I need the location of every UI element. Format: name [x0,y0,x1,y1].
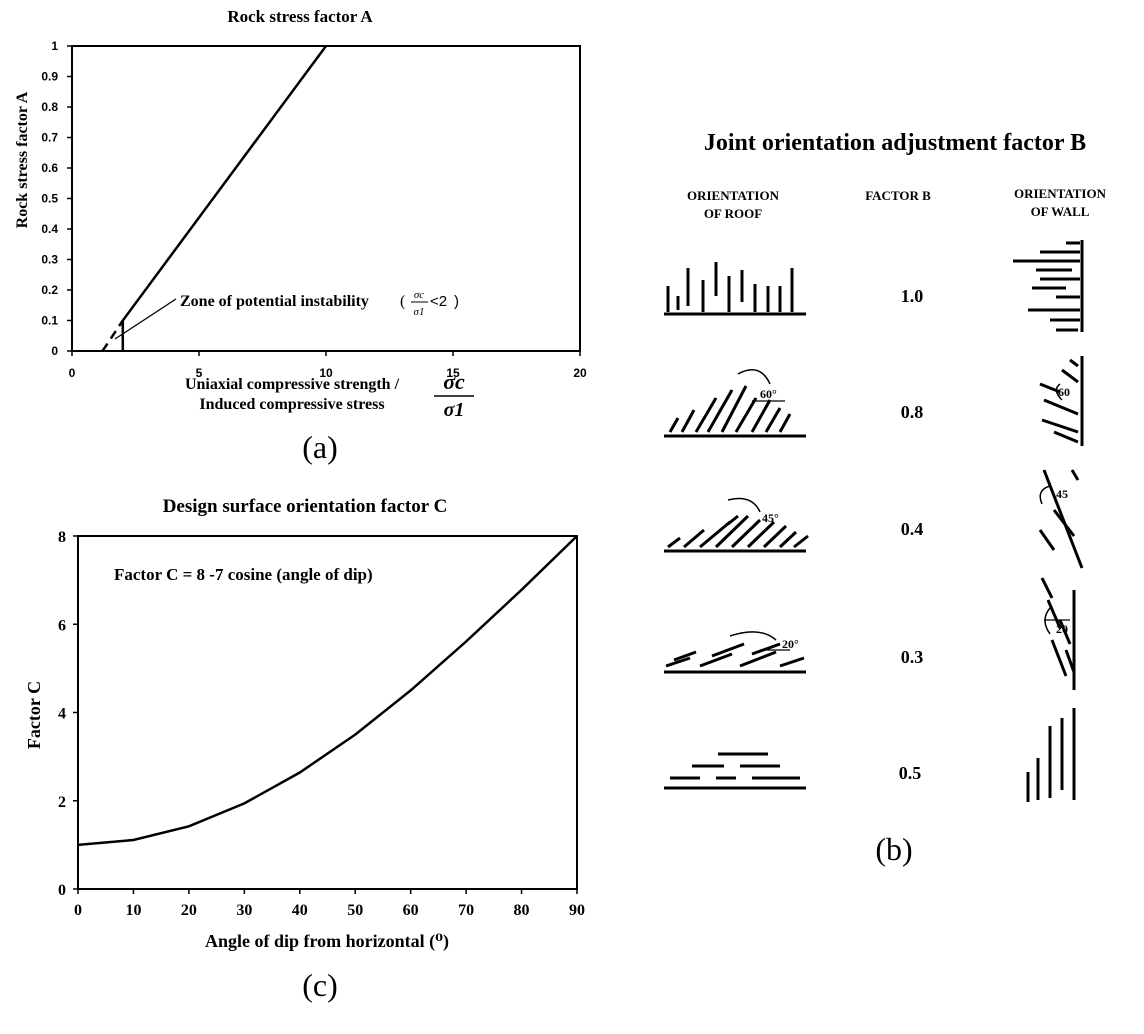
table-b-header-roof-line1: ORIENTATION [687,188,780,203]
chart-a-x-tick-label: 0 [69,366,76,380]
chart-c-x-tick-label: 40 [292,902,308,919]
chart-a-annotation-open-paren: ( [400,293,405,310]
chart-a-xlabel-symbol-den: σ1 [444,399,465,421]
chart-c-x-tick-label: 30 [236,902,252,919]
roof-sketch-flat-joints [664,752,806,790]
roof-angle-label: 45° [762,511,779,525]
chart-a-y-tick-label: 0.1 [41,314,58,328]
chart-c-x-tick-label: 80 [514,902,530,919]
chart-c-xlabel: Angle of dip from horizontal (⁰) [205,931,449,952]
roof-angle-arc-icon [737,369,771,385]
wall-angle-label: 60 [1058,385,1070,399]
table-b-title: Joint orientation adjustment factor B [704,130,1086,156]
chart-c-y-tick-label: 8 [58,529,66,546]
roof-sketch-vertical-joints [664,262,806,316]
table-b-factor-value: 0.4 [901,519,924,539]
chart-a-x-tick-label: 10 [319,366,333,380]
chart-a-annotation-text: Zone of potential instability [180,293,369,310]
table-b-factor-value: 0.5 [899,763,922,783]
wall-sketch-20-degree-joints [1040,577,1076,690]
chart-a-annotation-cond-rel: <2 [430,293,447,310]
table-b-factor-value: 0.8 [901,402,924,422]
wall-sketch-vertical-joints [1026,708,1076,802]
chart-a: Rock stress factor A 0 0.1 0.2 0.3 0.4 0.5 0.6… [14,7,587,465]
chart-a-title: Rock stress factor A [227,7,373,26]
chart-a-y-tick-label: 1 [51,39,58,53]
chart-c-y-tick-label: 0 [58,882,66,899]
wall-angle-arc-icon [1039,485,1051,505]
chart-a-y-tick-label: 0.7 [41,131,58,145]
panel-label-b: (b) [875,831,912,867]
wall-angle-arc-icon [1044,607,1051,635]
roof-sketch-20-degree-joints [664,642,806,674]
wall-angle-label: 20 [1056,622,1068,636]
chart-c-y-ticks: 0 2 4 6 8 [58,529,78,899]
table-b-header-factor: FACTOR B [865,188,931,203]
table-b: Joint orientation adjustment factor B OR… [664,130,1107,867]
roof-sketch-45-degree-joints [664,514,809,553]
chart-c-x-ticks: 0 10 20 30 40 50 60 70 80 90 [74,889,585,919]
wall-angle-label: 45 [1056,487,1068,501]
table-b-factor-value: 0.3 [901,647,924,667]
roof-sketch-60-degree-joints [664,385,806,438]
chart-a-x-tick-label: 5 [196,366,203,380]
roof-angle-arc-icon [727,497,761,513]
chart-a-y-tick-label: 0.4 [41,222,58,236]
chart-a-annotation-leader [114,298,177,340]
chart-c-x-tick-label: 20 [181,902,197,919]
panel-label-c: (c) [302,967,338,1003]
chart-c: Design surface orientation factor C 0 2 4 6… [24,496,585,1003]
chart-a-y-tick-label: 0 [51,344,58,358]
panel-label-a: (a) [302,429,338,465]
chart-a-y-tick-label: 0.9 [41,70,58,84]
table-b-header-roof-line2: OF ROOF [704,206,762,221]
table-b-header-wall-line1: ORIENTATION [1014,186,1107,201]
chart-c-x-tick-label: 0 [74,902,82,919]
chart-a-y-tick-label: 0.2 [41,283,58,297]
wall-sketch-horizontal-joints [1013,240,1084,332]
chart-c-x-tick-label: 10 [125,902,141,919]
chart-a-annotation-close-paren: ) [454,293,459,310]
chart-c-x-tick-label: 60 [403,902,419,919]
chart-c-x-tick-label: 50 [347,902,363,919]
chart-a-xlabel-line2: Induced compressive stress [199,396,384,413]
chart-a-xlabel-line1: Uniaxial compressive strength / [185,376,400,393]
chart-a-y-tick-label: 0.6 [41,161,58,175]
wall-sketch-60-degree-joints [1039,356,1084,446]
chart-c-title: Design surface orientation factor C [163,496,448,517]
chart-a-y-ticks: 0 0.1 0.2 0.3 0.4 0.5 0.6 0.7 0.8 0.9 1 [41,39,72,358]
chart-c-ylabel: Factor C [24,681,44,749]
chart-a-x-ticks: 0 5 10 15 20 [69,351,587,380]
chart-a-series-dashed-line [101,319,124,352]
chart-a-y-tick-label: 0.5 [41,192,58,206]
chart-a-x-tick-label: 15 [446,366,460,380]
chart-c-x-tick-label: 70 [458,902,474,919]
table-b-header-wall-line2: OF WALL [1031,204,1090,219]
chart-a-xlabel-symbol-num: σc [443,369,465,394]
wall-angle-arc-icon [1055,383,1063,401]
chart-a-ylabel: Rock stress factor A [14,91,31,228]
chart-c-series-line [77,535,578,847]
chart-c-y-tick-label: 6 [58,617,66,634]
chart-c-y-tick-label: 2 [58,794,66,811]
table-b-factor-value: 1.0 [901,286,924,306]
chart-a-annotation-cond-den: σ1 [414,306,425,318]
roof-angle-label: 20° [782,637,799,651]
chart-a-y-tick-label: 0.3 [41,253,58,267]
roof-angle-label: 60° [760,387,777,401]
chart-c-y-tick-label: 4 [58,706,66,723]
chart-a-x-tick-label: 20 [573,366,587,380]
roof-angle-arc-icon [729,631,777,641]
wall-sketch-45-degree-joints [1038,469,1084,569]
chart-c-formula: Factor C = 8 -7 cosine (angle of dip) [114,565,373,584]
chart-a-annotation-cond-num: σc [414,289,424,301]
chart-a-y-tick-label: 0.8 [41,100,58,114]
chart-c-x-tick-label: 90 [569,902,585,919]
